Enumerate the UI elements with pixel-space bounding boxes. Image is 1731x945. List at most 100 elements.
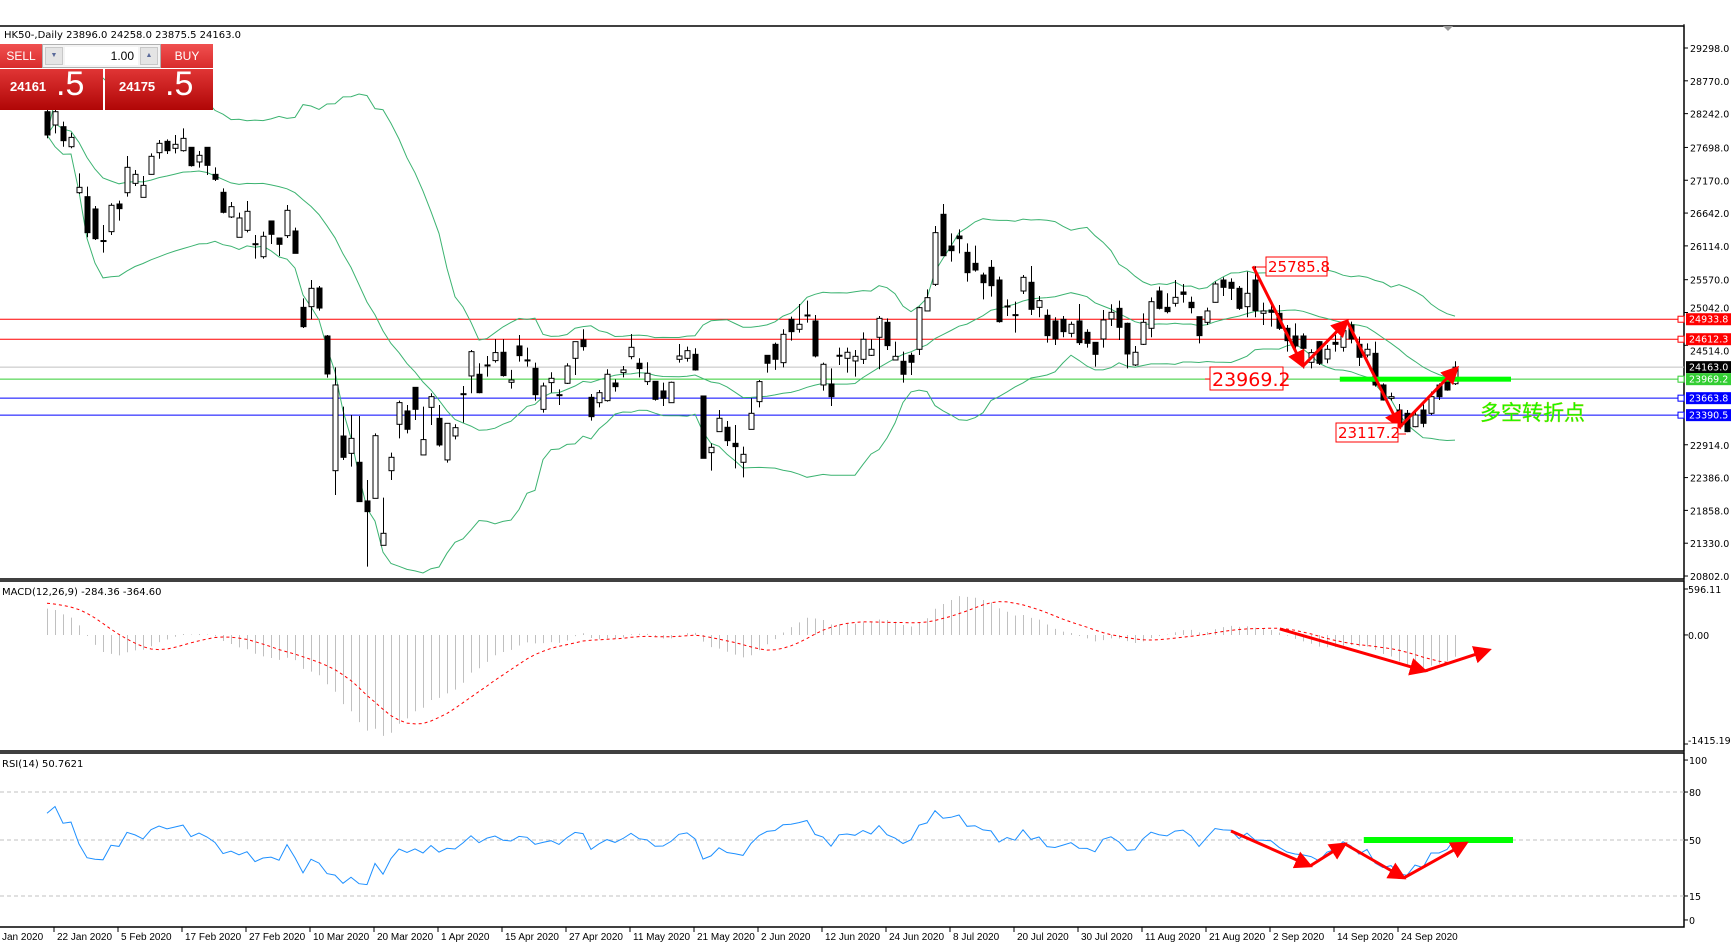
candle [284,204,291,238]
candle-body-bull [868,348,875,356]
lot-size-stepper[interactable]: ▼ 1.00 ▲ [42,44,161,68]
rsi-divergence-arrow[interactable] [1403,841,1469,880]
macd-tick-label: -1415.19 [1688,736,1731,747]
price-label-box[interactable] [1335,422,1399,443]
price-label-25785.8[interactable]: 25785.8 [1268,258,1330,276]
rsi-divergence-arrow[interactable] [1230,829,1313,869]
candle-body-bear [884,321,891,347]
date-tick-label: 20 Jul 2020 [1017,932,1069,943]
turning-point-text[interactable]: 多空转折点 [1480,401,1585,425]
candle-body-bear [612,382,619,388]
price-label-box[interactable] [1209,366,1284,391]
candle [1196,316,1203,344]
price-line-label-bg [1686,313,1731,326]
candle-body-bear [292,230,299,254]
lot-size-input[interactable]: 1.00 [65,47,138,65]
candle-body-bull [260,235,267,258]
candle [1044,309,1051,343]
candle-body-bull [540,385,547,410]
line-anchor-handle[interactable] [1677,375,1685,383]
candle-body-bull [748,412,755,430]
candle-body-bull [508,379,515,383]
sell-button[interactable]: SELL [0,44,42,68]
candle-body-bear [484,364,491,367]
candle-body-bear [908,354,915,363]
candle-body-bull [644,372,651,383]
candle-body-bear [1124,322,1131,355]
candle [692,348,699,371]
sell-price-button[interactable]: 24161 .5 [0,65,103,110]
line-anchor-handle[interactable] [1677,411,1685,419]
candle-body-bull [76,186,83,194]
candle [508,369,515,389]
candle-body-bull [716,417,723,433]
candle [1228,278,1235,301]
candle [732,424,739,469]
candle [300,298,307,328]
line-anchor-handle[interactable] [1677,315,1685,323]
price-trend-arrow[interactable] [1398,365,1460,429]
candle [1132,345,1139,366]
candle-body-bull [1132,351,1139,366]
candle-body-bull [428,396,435,408]
candle [1252,266,1259,318]
candle-body-bull [756,381,763,403]
candle-body-bear [500,351,507,377]
candle-body-bull [1388,396,1395,399]
price-tick-label: 25042.0 [1690,304,1729,315]
price-label-23117.2[interactable]: 23117.2 [1338,424,1400,442]
rsi-highlight-bar[interactable] [1363,837,1513,843]
candle [772,342,779,370]
candle [52,110,59,134]
lot-increase-button[interactable]: ▲ [140,47,158,65]
price-line-label: 24933.8 [1689,315,1728,326]
candle-body-bull [52,111,59,126]
candle [1028,266,1035,315]
candle-body-bear [772,343,779,360]
candle [1188,296,1195,314]
date-tick-label: 12 Jun 2020 [825,932,880,943]
candle-body-bear [300,306,307,328]
chart-shift-marker[interactable] [1443,26,1453,31]
candle-body-bear [1012,314,1019,317]
price-tick-label: 21330.0 [1690,539,1729,550]
candle-body-bear [828,383,835,398]
rsi-divergence-arrow[interactable] [1309,842,1348,868]
price-trend-arrow[interactable] [1251,265,1305,369]
price-tick-label: 28242.0 [1690,110,1729,121]
line-anchor-handle[interactable] [1677,394,1685,402]
price-label-box[interactable] [1265,256,1328,277]
candle-body-bull [244,210,251,231]
price-tick-label: 28770.0 [1690,77,1729,88]
candle-body-bull [860,338,867,360]
candle [788,316,795,341]
candle [92,205,99,240]
buy-price-button[interactable]: 24175 .5 [105,65,213,110]
price-line-label: 24612.3 [1689,335,1728,346]
candle [1068,321,1075,338]
lot-decrease-button[interactable]: ▼ [45,47,63,65]
line-anchor-handle[interactable] [1677,335,1685,343]
candle-body-bull [676,355,683,360]
candle [420,406,427,456]
candle-body-bear [1420,409,1427,424]
macd-divergence-arrow[interactable] [1279,627,1428,676]
candle [1116,300,1123,340]
candle [1060,315,1067,338]
macd-divergence-arrow[interactable] [1424,646,1492,673]
candle [484,355,491,377]
candle-body-bear [316,287,323,309]
support-highlight-bar[interactable] [1339,376,1511,382]
price-label-23969.2[interactable]: 23969.2 [1212,369,1291,391]
price-trend-arrow[interactable] [1301,318,1350,368]
candle-body-bull [740,453,747,463]
candle-body-bear [276,237,283,245]
candle-body-bull [628,346,635,358]
price-trend-arrow[interactable] [1345,320,1402,430]
buy-button[interactable]: BUY [161,44,213,68]
candle [316,285,323,311]
candle-body-bear [996,279,1003,323]
candle-body-bear [724,426,731,442]
rsi-divergence-arrow[interactable] [1344,842,1407,880]
